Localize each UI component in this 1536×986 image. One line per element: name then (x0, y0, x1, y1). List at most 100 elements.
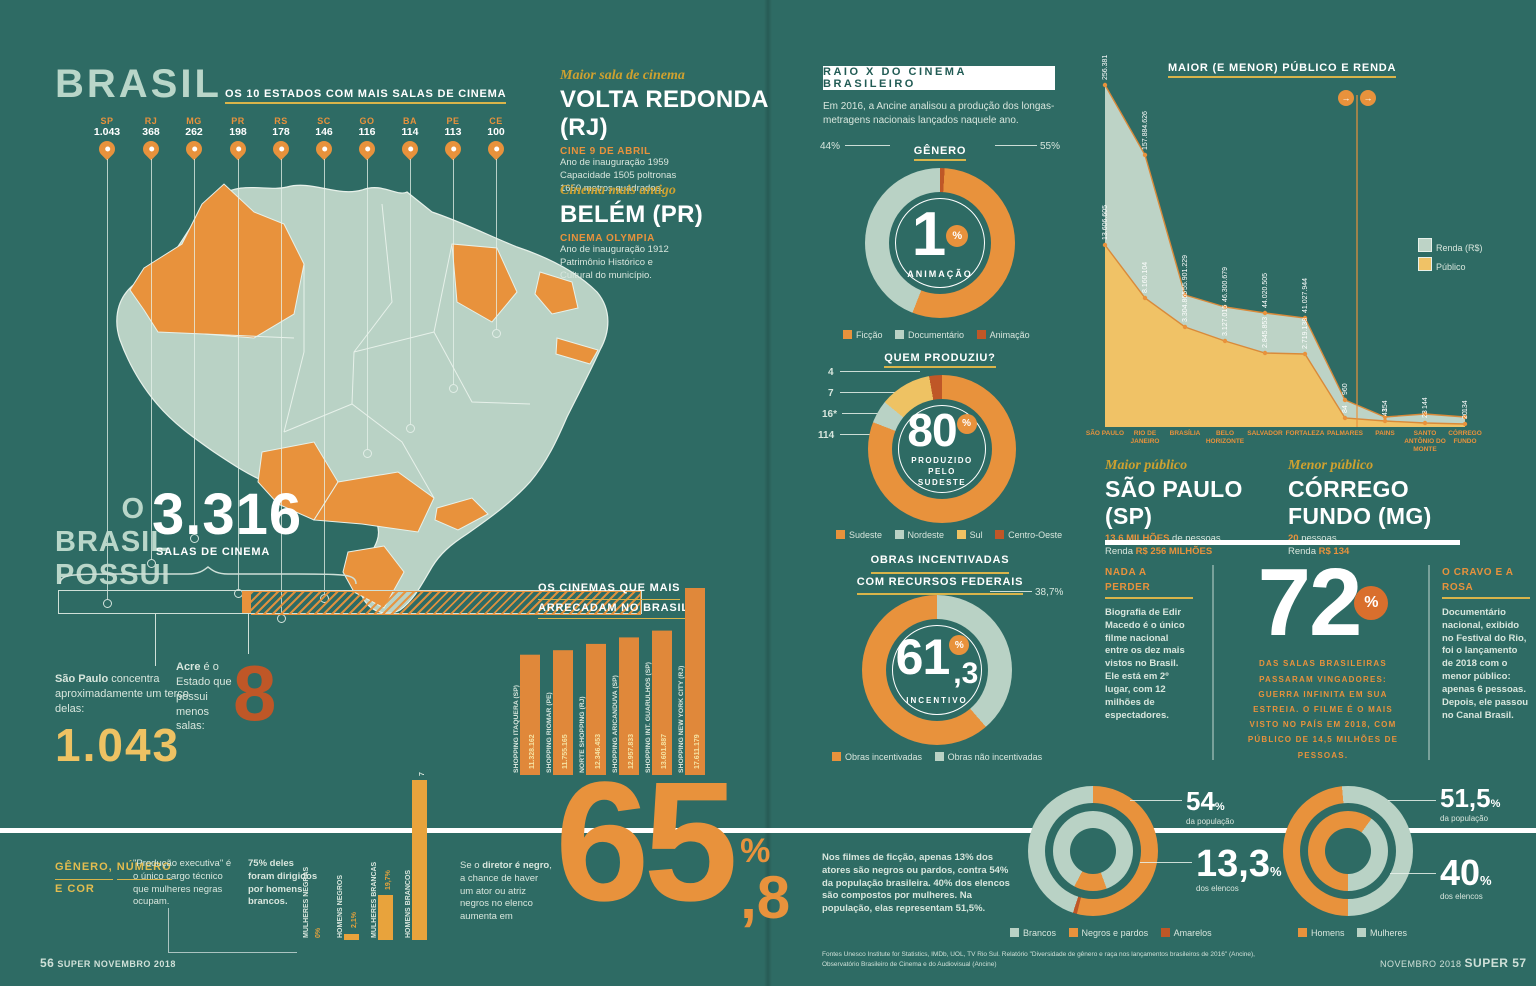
race-donut (1028, 786, 1158, 916)
genero-right-line (995, 145, 1037, 146)
maior-publico-city: SÃO PAULO (SP) (1105, 476, 1243, 529)
state-pin: SP 1.043 (85, 116, 129, 608)
legend-swatch (976, 330, 986, 339)
svg-text:SHOPPING RIOMAR (PE): SHOPPING RIOMAR (PE) (546, 692, 553, 773)
svg-text:8.160.104: 8.160.104 (1142, 262, 1149, 293)
bar-group (520, 588, 705, 775)
state-code: MG (186, 116, 202, 126)
top-cinemas-title2: ARRECADAM NO BRASIL (538, 600, 689, 619)
sp-share-text: São Paulo concentra aproximadamente um t… (55, 672, 213, 717)
gender-legend: Homens Mulheres (1298, 928, 1417, 938)
genero-cor-quote: "Produção executiva" é o único cargo téc… (133, 858, 232, 908)
rooms-share-acre-segment (242, 591, 252, 613)
svg-text:41.027.944: 41.027.944 (1302, 278, 1309, 313)
brazil-map (116, 183, 609, 614)
legend-swatch (832, 752, 841, 761)
svg-text:43: 43 (1382, 408, 1389, 416)
state-pin: RJ 368 (129, 116, 173, 568)
footer-left-page-number: 56 (40, 956, 55, 970)
city-label: CÓRREGO FUNDO (1448, 430, 1482, 445)
rooms-share-bar (58, 590, 642, 615)
quem-line-1 (840, 371, 920, 372)
genero-center-pct: % (946, 225, 969, 248)
legend-swatch (1298, 928, 1307, 937)
section-divider (1105, 540, 1460, 545)
quem-center-pct: % (956, 413, 977, 434)
map-pin-icon (355, 137, 379, 161)
bar-values: 0% 2,1% 19,7% 74,5% (315, 772, 426, 938)
genero-left-line (845, 145, 890, 146)
state-pin: PR 198 (216, 116, 260, 598)
acre-number: 8 (233, 649, 277, 737)
bar (378, 895, 393, 940)
maior-publico-kicker: Maior público (1105, 458, 1188, 473)
quem-callout-3: 16* (822, 409, 838, 420)
obras-donut: 61 % ,3 INCENTIVO (862, 595, 1012, 745)
city-label: PALMARES (1327, 430, 1363, 437)
total-suffix: SALAS DE CINEMA (156, 546, 271, 558)
oldest-cinema-name: CINEMA OLYMPIA (560, 233, 655, 244)
state-code: SP (100, 116, 114, 126)
menor-publico-kicker: Menor público (1288, 458, 1374, 473)
city-label: SALVADOR (1247, 430, 1283, 437)
svg-text:44.020.505: 44.020.505 (1262, 273, 1269, 308)
map-pin-icon (139, 137, 163, 161)
oldest-cinema-line2: Patrimônio Histórico e (560, 256, 653, 268)
state-code: PE (446, 116, 460, 126)
bottom-rule (0, 828, 1536, 833)
svg-text:2,1%: 2,1% (351, 911, 358, 928)
pin-connector-line (362, 159, 372, 458)
menor-publico-strong: 20 (1288, 533, 1299, 544)
legend-swatch (1357, 928, 1367, 937)
svg-text:HOMENS BRANCOS: HOMENS BRANCOS (405, 870, 412, 938)
map-pin-icon (182, 137, 206, 161)
footer-right: NOVEMBRO 2018 SUPER 57 (1380, 956, 1527, 970)
fiction-text: Nos filmes de ficção, apenas 13% dos ato… (822, 852, 1010, 915)
genero-cor-title3: E COR (55, 882, 95, 895)
raio-x-intro: Em 2016, a Ancine analisou a produção do… (823, 101, 1055, 126)
state-value: 116 (358, 126, 376, 138)
race-legend: Brancos Negros e pardos Amarelos (1010, 928, 1222, 938)
quem-line-4 (840, 434, 882, 435)
svg-text:11.755.165: 11.755.165 (562, 734, 569, 769)
top-cinemas-chart: SHOPPING ITAQUERA (SP) SHOPPING RIOMAR (… (513, 588, 705, 775)
genero-cor-stat75: 75% deles foram dirigidos por homens bra… (248, 858, 318, 908)
map-state-ceara (534, 271, 579, 315)
state-pin: GO 116 (345, 116, 389, 458)
total-prefix1: O BRASIL (55, 493, 169, 558)
bar-labels: MULHERES NEGRAS HOMENS NEGROS MULHERES B… (303, 861, 412, 938)
pin-connector-line (233, 159, 243, 598)
svg-text:2.719.138: 2.719.138 (1302, 318, 1309, 349)
city-label: RIO DE JANEIRO (1130, 430, 1160, 445)
quem-center-line2: PELO (928, 467, 956, 477)
bar (344, 934, 359, 940)
svg-text:12.957.833: 12.957.833 (628, 734, 635, 769)
city-label: BELO HORIZONTE (1205, 430, 1245, 445)
svg-text:84: 84 (1342, 405, 1349, 413)
genero-cor-title2: NÚMERO (116, 858, 172, 880)
race-top-line (1130, 800, 1182, 801)
state-pin: BA 114 (388, 116, 432, 433)
direcao-bars-chart: MULHERES NEGRAS HOMENS NEGROS MULHERES B… (303, 772, 427, 940)
genero-legend: Ficção Documentário Animação (843, 330, 1040, 340)
sources-text: Fontes Unesco Institute for Statistics, … (822, 951, 1255, 968)
quem-center-line1: PRODUZIDO (911, 455, 973, 465)
obras-center-pct: % (949, 635, 970, 655)
city-label: SANTO ANTÔNIO DO MONTE (1404, 430, 1446, 453)
genero-donut: 1 % ANIMAÇÃO (865, 168, 1015, 318)
pin-connector-line (319, 159, 329, 603)
state-value: 1.043 (93, 126, 121, 138)
cravo-body: Documentário nacional, exibido no Festiv… (1442, 607, 1529, 721)
biggest-room-kicker: Maior sala de cinema (560, 68, 685, 83)
sp-number: 1.043 (55, 719, 181, 771)
legend-swatch (934, 752, 944, 761)
svg-text:SHOPPING INT. GUARULHOS (SP): SHOPPING INT. GUARULHOS (SP) (645, 662, 652, 773)
genero-right-callout: 55% (1040, 141, 1061, 152)
legend-swatch (1010, 928, 1019, 937)
genero-cor-title1: GÊNERO, (55, 858, 113, 880)
state-value: 368 (142, 126, 160, 138)
state-value: 198 (229, 126, 247, 138)
svg-text:2.845.853: 2.845.853 (1262, 317, 1269, 348)
footer-left: 56 SUPER NOVEMBRO 2018 (40, 956, 176, 970)
quem-donut: 80 % PRODUZIDO PELO SUDESTE (868, 375, 1016, 523)
